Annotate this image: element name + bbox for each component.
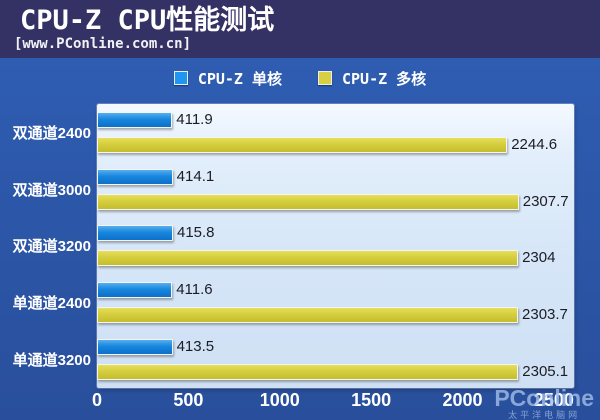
category-label: 单通道3200 xyxy=(12,352,91,370)
legend-item-single-core: CPU-Z 单核 xyxy=(173,68,282,89)
x-tick-label: 500 xyxy=(173,390,204,410)
bar-value: 411.9 xyxy=(176,110,213,128)
x-tick-label: 1000 xyxy=(259,390,300,410)
plot-area: 411.9 2244.6 414.1 2307.7 415.8 xyxy=(97,104,574,388)
multi-core-bar xyxy=(97,364,519,381)
chart-header: CPU-Z CPU性能测试 [www.PConline.com.cn] xyxy=(0,0,600,58)
single-core-bar xyxy=(97,339,173,356)
bar-group: 415.8 2304 xyxy=(97,218,574,275)
bar-group: 411.9 2244.6 xyxy=(97,104,574,161)
source-url: [www.PConline.com.cn] xyxy=(14,36,192,52)
multi-core-bar xyxy=(97,250,519,267)
multi-core-bar xyxy=(97,307,519,324)
bar-value: 2305.1 xyxy=(522,363,569,381)
single-core-bar xyxy=(97,111,173,128)
single-core-bar xyxy=(97,225,173,242)
category-label: 双通道3000 xyxy=(12,181,91,199)
bar-value: 411.6 xyxy=(176,281,213,299)
legend-item-multi-core: CPU-Z 多核 xyxy=(318,68,426,89)
bar-group: 414.1 2307.7 xyxy=(97,161,574,218)
category-label: 双通道3200 xyxy=(12,238,91,256)
chart-title: CPU-Z CPU性能测试 xyxy=(20,5,275,36)
x-axis: 0 500 1000 1500 2000 2500 xyxy=(92,390,574,414)
legend: CPU-Z 单核 CPU-Z 多核 xyxy=(0,66,600,90)
x-tick-label: 0 xyxy=(91,390,103,410)
bar-value: 2244.6 xyxy=(511,135,558,153)
bar-value: 2304 xyxy=(522,249,556,267)
multi-core-bar xyxy=(97,193,519,210)
legend-label-multi-core: CPU-Z 多核 xyxy=(342,69,427,88)
single-core-bar xyxy=(97,168,173,185)
legend-label-single-core: CPU-Z 单核 xyxy=(197,69,282,88)
category-label: 双通道2400 xyxy=(12,124,91,142)
x-tick-label: 2000 xyxy=(442,390,483,410)
multi-core-bar xyxy=(97,136,508,153)
chart-frame: CPU-Z 单核 CPU-Z 多核 双通道2400 双通道3000 双通道320… xyxy=(0,58,600,420)
single-core-swatch-icon xyxy=(173,71,188,85)
single-core-bar xyxy=(97,282,173,299)
x-tick-label: 1500 xyxy=(351,390,392,410)
bar-value: 413.5 xyxy=(176,338,215,356)
bar-group: 413.5 2305.1 xyxy=(97,331,574,388)
bar-value: 415.8 xyxy=(176,224,215,242)
category-axis: 双通道2400 双通道3000 双通道3200 单通道2400 单通道3200 xyxy=(0,104,94,388)
bar-value: 2303.7 xyxy=(522,306,568,324)
multi-core-swatch-icon xyxy=(318,71,332,85)
bar-group: 411.6 2303.7 xyxy=(97,274,574,331)
x-tick-label: 2500 xyxy=(533,390,574,410)
category-label: 单通道2400 xyxy=(12,295,91,313)
bar-value: 2307.7 xyxy=(522,192,569,210)
bar-value: 414.1 xyxy=(176,167,215,185)
